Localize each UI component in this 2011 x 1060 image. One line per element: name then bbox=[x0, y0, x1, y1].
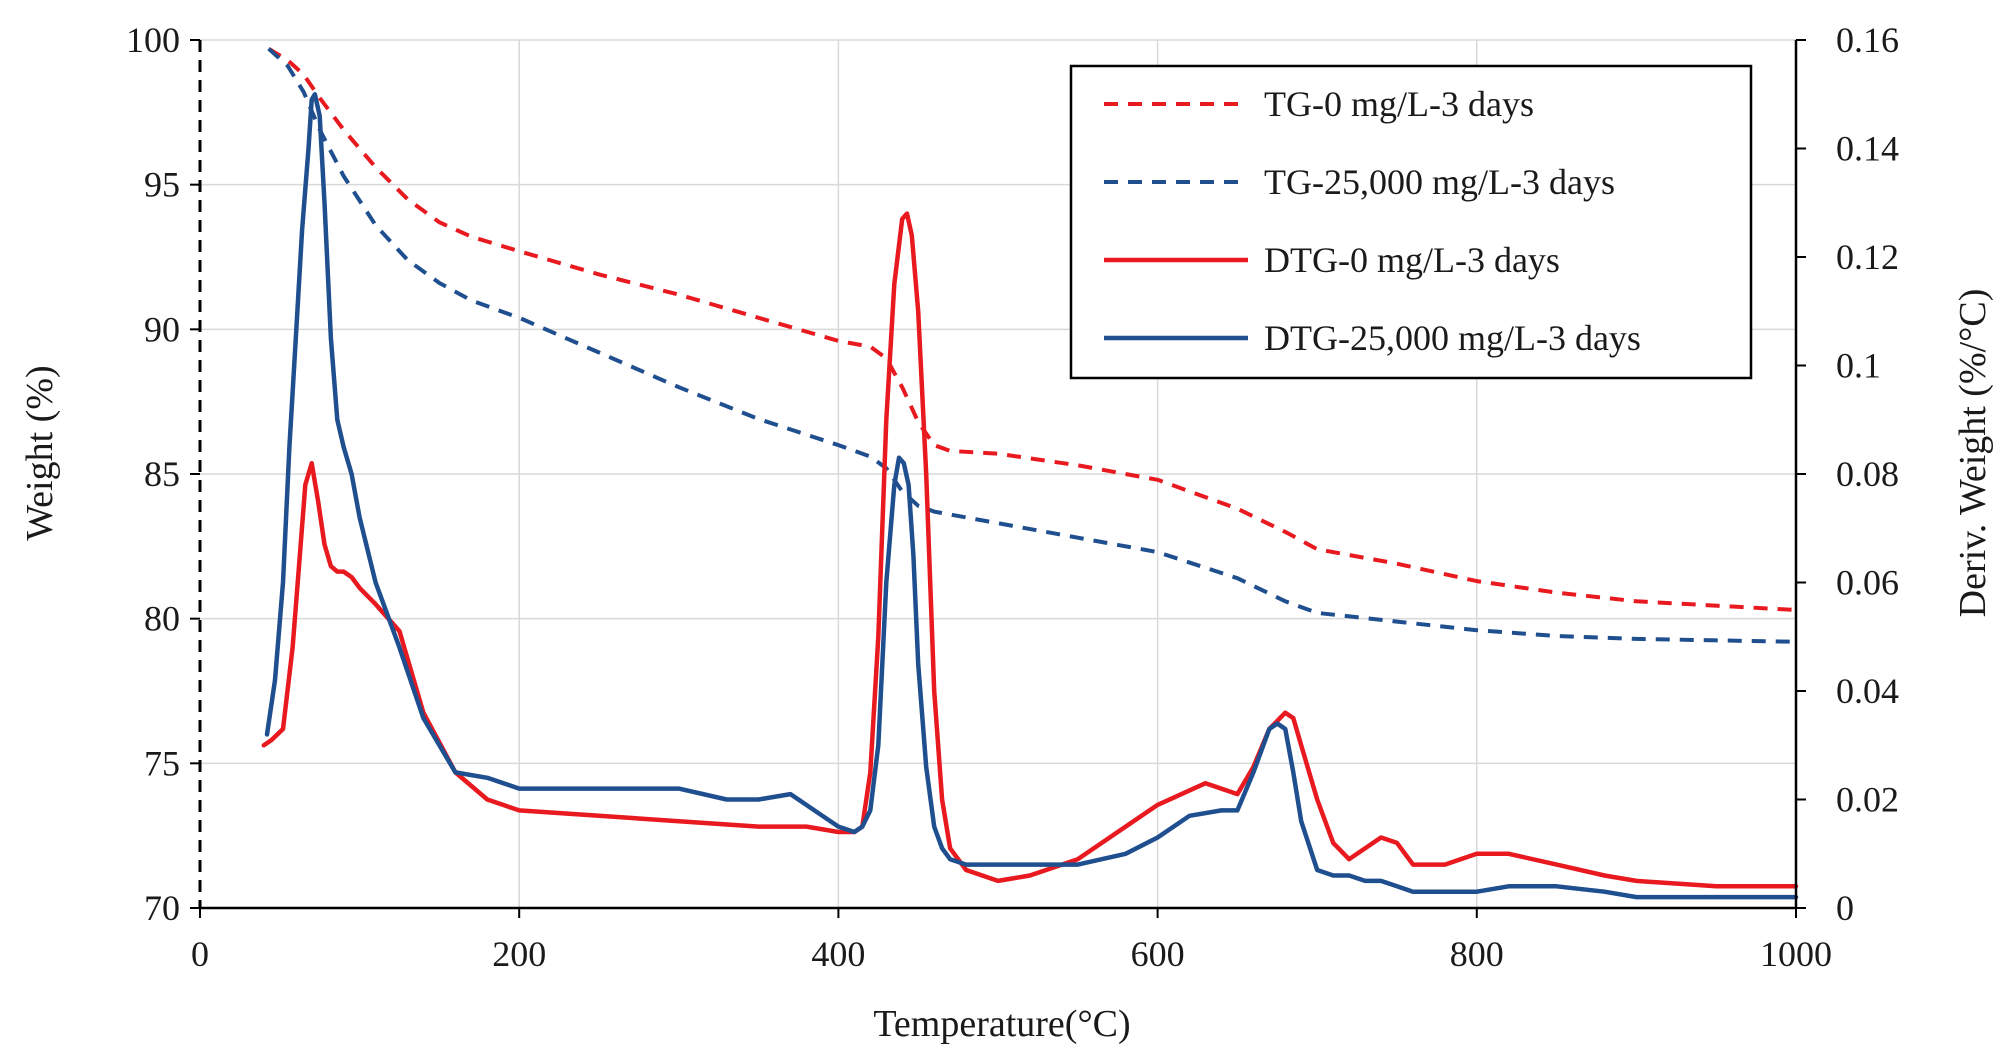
y-right-tick-label: 0.04 bbox=[1836, 671, 1899, 711]
y-right-tick-label: 0.12 bbox=[1836, 237, 1899, 277]
y-right-tick-label: 0.02 bbox=[1836, 780, 1899, 820]
legend-label-dtg-25000: DTG-25,000 mg/L-3 days bbox=[1264, 318, 1641, 358]
y-right-tick-label: 0.08 bbox=[1836, 454, 1899, 494]
x-axis-title: Temperature(°C) bbox=[873, 1003, 1130, 1045]
series-lines bbox=[261, 46, 1799, 900]
y-left-tick-label: 75 bbox=[144, 743, 180, 783]
y-left-tick-label: 70 bbox=[144, 888, 180, 928]
y-left-tick-label: 90 bbox=[144, 309, 180, 349]
y-right-tick-label: 0.16 bbox=[1836, 20, 1899, 60]
legend: TG-0 mg/L-3 days TG-25,000 mg/L-3 days D… bbox=[1069, 64, 1753, 380]
y-right-tick-label: 0.06 bbox=[1836, 563, 1899, 603]
y-left-tick-label: 85 bbox=[144, 454, 180, 494]
legend-label-tg-0: TG-0 mg/L-3 days bbox=[1264, 84, 1534, 124]
legend-box bbox=[1069, 64, 1753, 380]
y-left-tick-label: 95 bbox=[144, 165, 180, 205]
x-tick-label: 600 bbox=[1131, 934, 1185, 974]
y-right-tick-label: 0.1 bbox=[1836, 346, 1881, 386]
series-line-2 bbox=[261, 211, 1799, 889]
right-y-axis-title: Deriv. Weight (%/°C) bbox=[1952, 289, 1994, 618]
y-left-tick-label: 80 bbox=[144, 599, 180, 639]
axes: 0 200 400 600 800 100070758085909510000.020.0… bbox=[126, 20, 1899, 974]
x-tick-label: 400 bbox=[811, 934, 865, 974]
legend-label-dtg-0: DTG-0 mg/L-3 days bbox=[1264, 240, 1560, 280]
y-right-tick-label: 0.14 bbox=[1836, 129, 1899, 169]
y-left-tick-label: 100 bbox=[126, 20, 180, 60]
left-y-axis-title: Weight (%) bbox=[19, 365, 61, 540]
x-tick-label: 1000 bbox=[1760, 934, 1832, 974]
x-tick-label: 200 bbox=[492, 934, 546, 974]
legend-label-tg-25000: TG-25,000 mg/L-3 days bbox=[1264, 162, 1615, 202]
y-right-tick-label: 0 bbox=[1836, 888, 1854, 928]
series-line-3 bbox=[264, 92, 1799, 900]
x-tick-label: 800 bbox=[1450, 934, 1504, 974]
x-tick-label: 0 bbox=[191, 934, 209, 974]
